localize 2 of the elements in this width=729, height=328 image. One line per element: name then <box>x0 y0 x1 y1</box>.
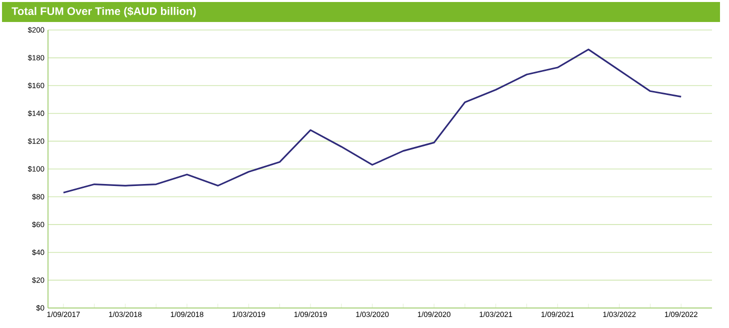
line-series <box>62 48 682 194</box>
chart-title: Total FUM Over Time ($AUD billion) <box>12 6 196 18</box>
